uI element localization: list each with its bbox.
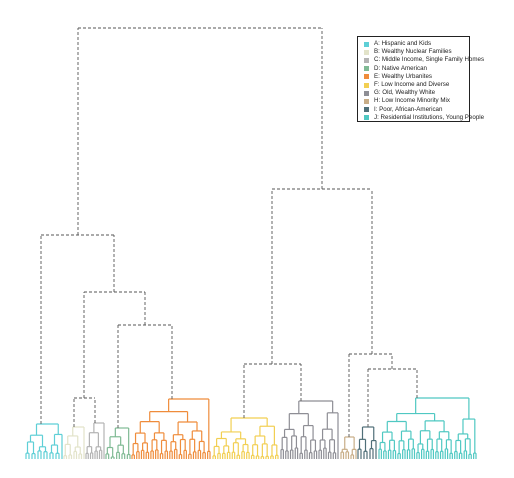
legend-label: H: Low Income Minority Mix xyxy=(374,97,450,105)
legend-item: F: Low Income and Diverse xyxy=(364,81,466,89)
legend-label: B: Wealthy Nuclear Families xyxy=(374,48,452,56)
legend-item: J: Residential Institutions, Young Peopl… xyxy=(364,114,484,122)
legend: A: Hispanic and Kids B: Wealthy Nuclear F… xyxy=(357,36,484,122)
legend-label: E: Wealthy Urbanites xyxy=(374,72,433,80)
legend-swatch xyxy=(364,57,369,63)
legend-swatch xyxy=(364,98,369,104)
legend-swatch xyxy=(364,74,369,80)
legend-swatch xyxy=(364,49,369,55)
legend-swatch xyxy=(364,115,369,121)
legend-item: E: Wealthy Urbanites xyxy=(364,73,466,81)
legend-item: B: Wealthy Nuclear Families xyxy=(364,48,466,56)
legend-label: F: Low Income and Diverse xyxy=(374,81,450,89)
legend-label: C: Middle Income, Single Family Homes xyxy=(374,56,485,64)
legend-item: A: Hispanic and Kids xyxy=(364,40,466,48)
legend-item: C: Middle Income, Single Family Homes xyxy=(364,56,484,64)
legend-swatch xyxy=(364,82,369,88)
legend-swatch xyxy=(364,66,369,72)
legend-label: D: Native American xyxy=(374,64,427,72)
legend-label: A: Hispanic and Kids xyxy=(374,40,432,48)
legend-item: I: Poor, African-American xyxy=(364,106,466,114)
legend-label: I: Poor, African-American xyxy=(374,105,443,113)
legend-swatch xyxy=(364,107,369,113)
legend-item: D: Native American xyxy=(364,65,466,73)
legend-label: G: Old, Wealthy White xyxy=(374,89,436,97)
legend-swatch xyxy=(364,90,369,96)
legend-item: G: Old, Wealthy White xyxy=(364,89,466,97)
legend-swatch xyxy=(364,41,369,47)
legend-item: H: Low Income Minority Mix xyxy=(364,97,466,105)
legend-label: J: Residential Institutions, Young Peopl… xyxy=(374,113,485,121)
